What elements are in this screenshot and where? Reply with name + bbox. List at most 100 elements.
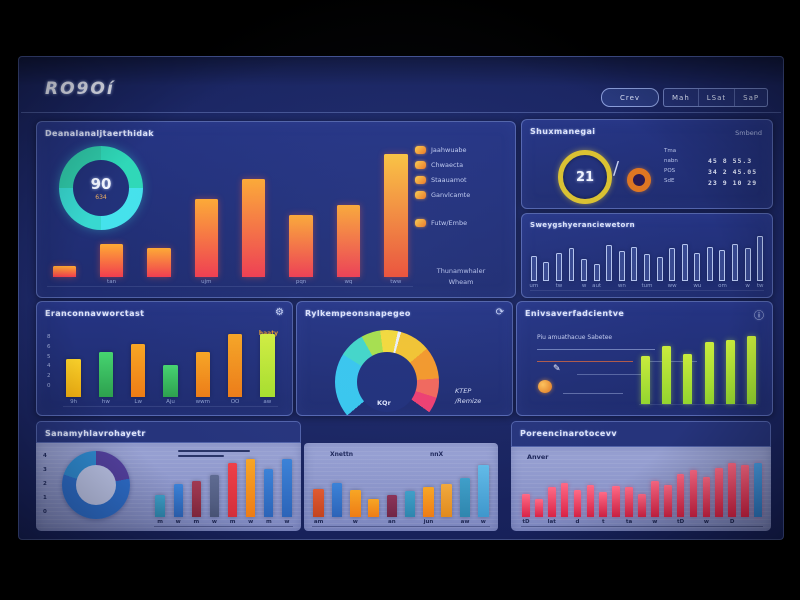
bar-label: Lw	[134, 399, 142, 405]
performance-corner-label: Anver	[527, 453, 549, 461]
bar-group	[534, 463, 544, 526]
gauge-label-left: KQr	[377, 399, 391, 407]
bar-group: 9h	[63, 334, 84, 406]
nav-button[interactable]: Mah	[672, 93, 690, 102]
bar-label: tan	[107, 279, 117, 285]
bar	[530, 255, 537, 281]
divider-line	[178, 455, 224, 457]
bar	[573, 490, 582, 517]
bar	[459, 478, 471, 517]
bar	[568, 248, 575, 281]
bar-label: w	[175, 519, 181, 525]
bar-label: w	[703, 519, 709, 525]
bar-label: lat	[547, 519, 556, 525]
bar-group: m	[154, 459, 166, 526]
bar-group: ujm	[189, 152, 223, 286]
bar-group: aw	[257, 334, 278, 406]
bar-group: am	[312, 465, 325, 526]
bar-label: w	[652, 519, 658, 525]
info-icon[interactable]: ⓘ	[754, 311, 764, 322]
stat-label: POS	[664, 168, 676, 174]
panel-subtitle: Smbend	[735, 129, 762, 137]
bar-label: am	[313, 519, 324, 525]
panel-stats: Shuxmanegai Smbend 21 / Tma nabn POS SdE 45…	[521, 119, 773, 209]
panel-title: Eranconnavworctast	[45, 309, 145, 318]
bar-group	[663, 463, 673, 526]
bar-label: tum	[641, 283, 653, 289]
bar-label: tw	[555, 283, 563, 289]
bar-label: hw	[101, 399, 110, 405]
stat-values: 45 8 55.3 34 2 45.05 23 9 10 29	[708, 157, 757, 188]
legend-item[interactable]: Futw/Embe	[415, 219, 507, 227]
bar-group: tww	[379, 152, 413, 286]
bar	[581, 258, 588, 281]
bar-label: pqn	[295, 279, 307, 285]
bar	[694, 252, 701, 281]
gear-icon[interactable]: ⚙	[275, 307, 284, 318]
bar-label: w	[480, 519, 486, 525]
stat-value-row: 23 9 10 29	[708, 179, 758, 187]
legend-item[interactable]: Staauamot	[415, 176, 507, 184]
bar	[757, 236, 764, 281]
bar-label: wq	[344, 279, 353, 285]
header-pill-button[interactable]: Crev	[601, 88, 659, 107]
bar-group: w	[477, 465, 490, 526]
y-tick: 1	[43, 495, 47, 501]
bar	[555, 252, 562, 281]
bar	[368, 498, 379, 517]
bar	[130, 343, 146, 397]
nav-button[interactable]: LSat	[697, 89, 734, 106]
bar	[715, 467, 724, 517]
nav-button[interactable]: SaP	[734, 89, 767, 106]
bar	[534, 499, 543, 517]
bar-group	[724, 332, 737, 404]
ring-gauge-value: 21	[575, 169, 595, 185]
stat-label: SdE	[664, 178, 675, 184]
bar	[560, 482, 569, 517]
bar	[651, 481, 659, 517]
pen-icon[interactable]: ✎	[553, 364, 561, 374]
bar-group: m	[263, 459, 275, 526]
bar	[618, 251, 625, 281]
bar	[741, 464, 749, 517]
bar	[98, 352, 114, 397]
bar-label: m	[193, 519, 200, 525]
legend-item[interactable]: Jaahwuabe	[415, 146, 507, 154]
performance-bar-chart: tD lat d t ta w tD w D	[521, 463, 763, 527]
y-tick: 0	[43, 509, 47, 515]
bar-group: hw	[95, 334, 116, 406]
bar-group	[560, 463, 570, 526]
mini-donut-gauge	[627, 168, 651, 192]
panel-title: Rylkempeonsnapegeo	[305, 309, 411, 318]
bar-label: d	[575, 519, 580, 525]
y-tick: 8	[47, 334, 51, 340]
bar	[441, 484, 453, 517]
bar	[599, 491, 608, 517]
header-button-group: Mah LSat SaP	[663, 88, 769, 107]
refresh-icon[interactable]: ⟳	[495, 307, 504, 318]
bar	[384, 153, 408, 277]
legend-swatch-icon	[415, 176, 426, 184]
y-tick: 3	[43, 467, 47, 473]
stat-value-row: 45 8 55.3	[708, 157, 753, 165]
donut-hole	[76, 465, 116, 505]
bar-group: w	[349, 465, 362, 526]
legend-item[interactable]: Chwaecta	[415, 161, 507, 169]
legend-label: Chwaecta	[431, 161, 464, 169]
panel-title: Enivsaverfadcientve	[525, 309, 625, 318]
bar-group: wu	[693, 236, 701, 290]
bar-group: OO	[224, 334, 245, 406]
stat-label: nabn	[664, 158, 678, 164]
bar-group	[237, 152, 271, 286]
legend-item[interactable]: Ganvlcamte	[415, 191, 507, 199]
bar-group: jun	[422, 465, 435, 526]
bar-group	[605, 236, 613, 290]
bar-group: Aju	[160, 334, 181, 406]
bar-label: tw	[756, 283, 764, 289]
bar-group: aut	[592, 236, 601, 290]
bar	[194, 199, 218, 277]
header-divider	[21, 112, 781, 113]
bar	[702, 476, 711, 517]
bar-group: um	[529, 236, 538, 290]
